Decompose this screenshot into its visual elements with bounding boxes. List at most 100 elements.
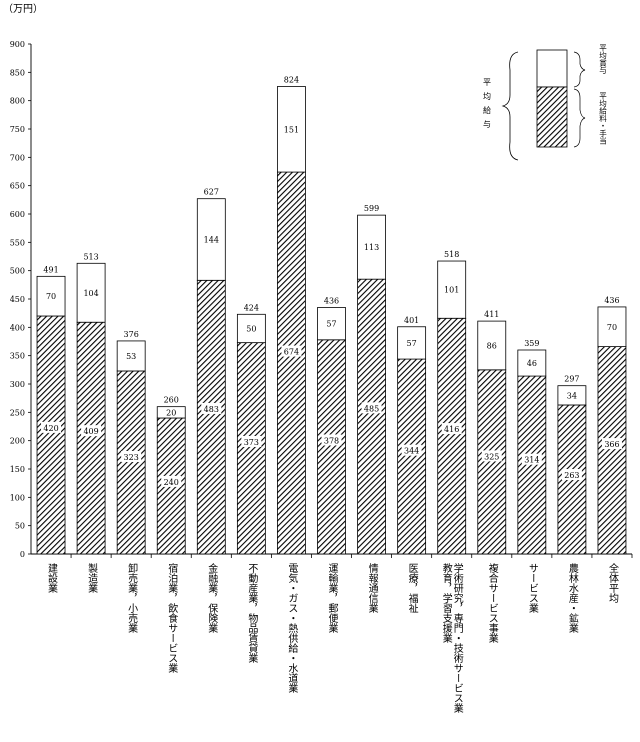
y-tick-label: 450 [10, 295, 25, 304]
bar-salary [437, 317, 467, 555]
y-tick-label: 550 [10, 238, 25, 247]
bonus-value-label: 34 [567, 391, 577, 400]
total-value-label: 491 [43, 265, 58, 274]
bar-bonus [477, 320, 507, 371]
salary-label-box [321, 434, 342, 446]
total-value-label: 297 [564, 375, 579, 384]
bonus-value-label: 86 [487, 341, 497, 350]
total-value-label: 401 [404, 316, 419, 325]
salary-value-label: 420 [43, 424, 58, 433]
bonus-value-label: 50 [246, 324, 256, 333]
total-value-label: 411 [484, 310, 499, 319]
legend: 平均給与 平均賞与 平均給料・手当 [483, 44, 608, 161]
bar-salary [397, 358, 427, 555]
salary-value-label: 416 [444, 425, 459, 434]
bar-salary [597, 346, 627, 555]
legend-swatch-bonus [536, 49, 568, 88]
bar-bonus [76, 262, 106, 323]
salary-value-label: 263 [564, 471, 579, 480]
bar-bonus [156, 406, 186, 419]
salary-label-box [521, 453, 542, 465]
bonus-value-label: 144 [204, 236, 219, 245]
bonus-value-label: 151 [284, 125, 299, 134]
y-tick-label: 900 [10, 40, 25, 49]
x-category-label: 農林水産・鉱業 [566, 562, 578, 634]
salary-value-label: 483 [204, 405, 219, 414]
y-tick-label: 250 [10, 408, 25, 417]
bar-bonus [196, 198, 226, 281]
bar-salary [477, 369, 507, 555]
y-tick-label: 200 [10, 437, 25, 446]
bar-bonus [116, 340, 146, 372]
x-category-label: 卸売業，小売業 [126, 562, 138, 634]
x-category-label: 学術研究，専門・技術サービス業 [451, 562, 463, 714]
bar-salary [357, 278, 386, 555]
bar-bonus [317, 307, 346, 341]
bar-salary [196, 279, 226, 555]
bar-salary [116, 370, 146, 555]
bar-bonus [437, 260, 467, 319]
salary-value-label: 323 [124, 453, 139, 462]
y-tick-label: 400 [10, 323, 25, 332]
salary-value-label: 674 [284, 348, 299, 357]
y-axis-unit-label: （万円） [3, 3, 43, 15]
legend-item-bonus: 平均賞与 [598, 44, 607, 76]
bar-bonus [557, 385, 587, 406]
bar-salary [517, 375, 547, 555]
x-category-label: 宿泊業，飲食サービス業 [166, 562, 178, 674]
y-tick-label: 600 [10, 210, 25, 219]
salary-label-box [241, 435, 262, 447]
x-category-label: 医療，福祉 [406, 563, 418, 613]
x-category-label: 金融業，保険業 [206, 562, 218, 634]
salary-value-label: 240 [164, 478, 179, 487]
bonus-value-label: 101 [444, 286, 459, 295]
total-value-label: 436 [324, 297, 339, 306]
total-value-label: 376 [124, 330, 139, 339]
salary-label-box [481, 450, 502, 462]
bonus-value-label: 70 [607, 323, 617, 332]
bar-salary [277, 171, 306, 555]
bar-salary [76, 321, 106, 555]
salary-label-box [121, 450, 142, 462]
y-tick-label: 800 [10, 97, 25, 106]
salary-value-label: 325 [484, 452, 499, 461]
salary-label-box [561, 469, 582, 481]
x-category-label: 不動産業，物品賃貸業 [246, 563, 258, 664]
total-value-label: 260 [164, 396, 179, 405]
y-tick-label: 0 [20, 550, 25, 559]
y-tick-label: 650 [10, 182, 25, 191]
bar-salary [236, 342, 266, 555]
legend-item-salary: 平均給料・手当 [598, 92, 607, 146]
salary-value-label: 366 [604, 440, 619, 449]
x-axis-labels: 建設業 製造業 卸売業，小売業 宿泊業，飲食サービス業 金融業，保険業 不動産業，物品賃貸… [46, 562, 619, 714]
salary-label-box [81, 425, 102, 437]
y-tick-label: 100 [10, 493, 25, 502]
total-value-label: 627 [204, 188, 219, 197]
y-tick-label: 750 [10, 125, 25, 134]
legend-swatch-salary [536, 86, 568, 148]
legend-right-brace-bonus [573, 51, 586, 88]
bar-bonus [517, 349, 547, 377]
legend-left-brace [501, 51, 519, 161]
y-tick-label: 500 [10, 267, 25, 276]
y-tick-label: 850 [10, 68, 25, 77]
bonus-value-label: 20 [166, 408, 176, 417]
legend-group-label: 平均給与 [483, 78, 492, 134]
total-value-label: 436 [604, 296, 619, 305]
salary-value-label: 378 [324, 436, 339, 445]
y-tick-label: 50 [15, 522, 25, 531]
x-category-label: サービス業 [526, 563, 538, 614]
x-category-label: 運輸業，郵便業 [326, 563, 338, 634]
bonus-value-label: 70 [46, 292, 56, 301]
x-category-label: 全体平均 [606, 562, 618, 604]
bar-bonus [277, 86, 306, 173]
bonus-value-label: 104 [83, 289, 98, 298]
x-category-label: 複合サービス事業 [486, 562, 498, 644]
bonus-value-label: 113 [364, 243, 379, 252]
bar-bonus [236, 313, 266, 344]
salary-label-box [441, 423, 462, 435]
bar-salary [317, 339, 346, 555]
x-category-label: 製造業 [86, 562, 98, 594]
salary-label-box [601, 438, 622, 450]
